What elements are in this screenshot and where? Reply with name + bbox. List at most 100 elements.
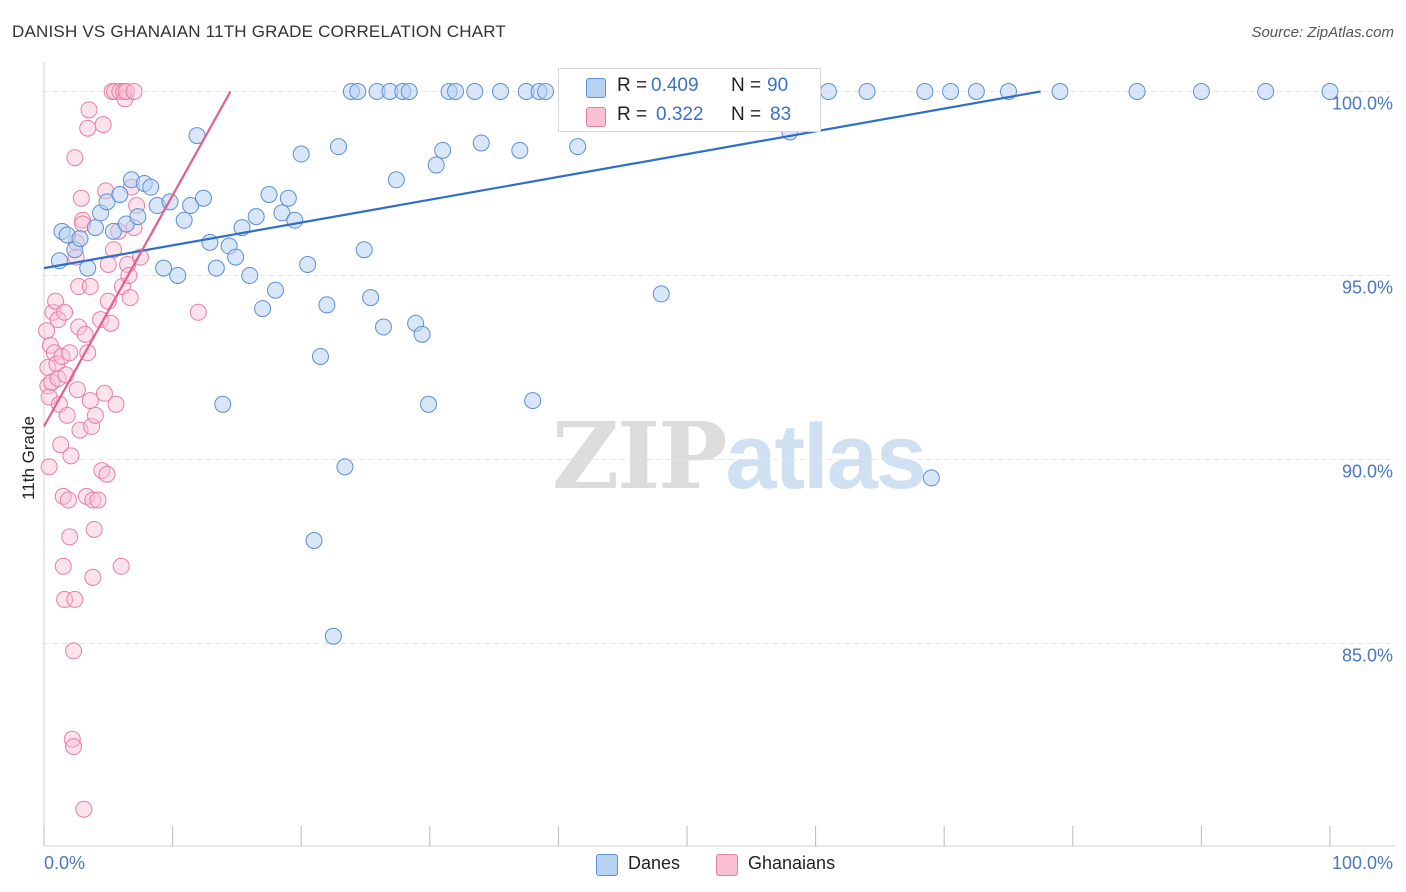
ghanaians-trend-line	[43, 90, 232, 427]
danes-r-value: 0.409	[651, 75, 699, 96]
ghanaians-point	[89, 491, 107, 509]
y-tick-label: 100.0%	[1332, 93, 1393, 113]
ghanaians-point	[112, 557, 130, 575]
danes-legend-label: Danes	[628, 853, 681, 873]
danes-point	[207, 259, 225, 277]
danes-point	[86, 219, 104, 237]
ghanaians-point	[54, 557, 72, 575]
ghanaians-point	[98, 465, 116, 483]
danes-point	[967, 82, 985, 100]
danes-point	[569, 138, 587, 156]
legend-row-ghanaians: R = 0.322 N = 83	[559, 101, 820, 131]
ghanaians-point	[49, 370, 67, 388]
danes-point	[71, 230, 89, 248]
danes-r-label: R =	[617, 75, 648, 96]
danes-point	[214, 395, 232, 413]
danes-point	[175, 211, 193, 229]
ghanaians-point	[61, 344, 79, 362]
axis-labels: 85.0% 90.0% 95.0% 100.0% 0.0% 100.0% 11th Grad…	[19, 93, 1393, 873]
ghanaians-point	[189, 303, 207, 321]
ghanaians-point	[65, 642, 83, 660]
danes-point	[1051, 82, 1069, 100]
ghanaians-r-label: R =	[617, 104, 648, 125]
ghanaians-point	[107, 395, 125, 413]
danes-point	[324, 627, 342, 645]
danes-point	[247, 208, 265, 226]
legend-row-danes: R = 0.409 N = 90	[559, 72, 820, 102]
ghanaians-point	[84, 491, 102, 509]
trend-lines	[43, 90, 1041, 427]
ghanaians-point	[59, 491, 77, 509]
ghanaians-point	[66, 590, 84, 608]
grid-lines	[44, 90, 1395, 645]
axes	[43, 62, 1395, 847]
danes-point	[916, 82, 934, 100]
ghanaians-point	[99, 255, 117, 273]
danes-point	[1321, 82, 1339, 100]
ghanaians-swatch-icon	[586, 107, 606, 127]
danes-point	[819, 82, 837, 100]
ghanaians-point	[121, 289, 139, 307]
ghanaians-point	[68, 381, 86, 399]
danes-point	[492, 82, 510, 100]
danes-point	[194, 189, 212, 207]
ghanaians-point	[84, 568, 102, 586]
danes-point	[104, 222, 122, 240]
y-tick-label: 95.0%	[1342, 277, 1393, 297]
chart-title: DANISH VS GHANAIAN 11TH GRADE CORRELATIO…	[12, 22, 506, 41]
danes-point	[318, 296, 336, 314]
ghanaians-r-value: 0.322	[656, 104, 704, 125]
danes-point	[254, 300, 272, 318]
ghanaians-point	[53, 347, 71, 365]
ghanaians-point	[83, 417, 101, 435]
danes-point	[182, 197, 200, 215]
ghanaians-point	[52, 436, 70, 454]
danes-point	[329, 138, 347, 156]
ghanaians-point	[116, 90, 134, 108]
ghanaians-point	[66, 149, 84, 167]
ghanaians-point	[56, 590, 74, 608]
ghanaians-point	[74, 211, 92, 229]
ghanaians-point	[40, 458, 58, 476]
stats-legend: R = 0.409 N = 90 R = 0.322 N = 83	[558, 68, 821, 132]
danes-point	[387, 171, 405, 189]
bottom-legend-danes: Danes	[596, 852, 706, 876]
danes-point	[98, 193, 116, 211]
ghanaians-point	[79, 119, 97, 137]
danes-point	[142, 178, 160, 196]
danes-point	[169, 266, 187, 284]
danes-point	[413, 325, 431, 343]
ghanaians-point	[70, 278, 88, 296]
danes-n-label: N =	[731, 75, 762, 96]
danes-point	[79, 259, 97, 277]
danes-series	[50, 82, 1339, 645]
danes-point	[400, 82, 418, 100]
danes-point	[466, 82, 484, 100]
bottom-legend-ghanaians: Ghanaians	[716, 852, 856, 876]
danes-point	[260, 186, 278, 204]
danes-legend-icon	[596, 854, 618, 876]
ghanaians-point	[86, 406, 104, 424]
ghanaians-n-label: N =	[731, 104, 762, 125]
danes-point	[434, 141, 452, 159]
danes-point	[241, 266, 259, 284]
danes-point	[1128, 82, 1146, 100]
danes-point	[155, 259, 173, 277]
danes-point	[349, 82, 367, 100]
danes-point	[375, 318, 393, 336]
ghanaians-point	[81, 278, 99, 296]
danes-point	[292, 145, 310, 163]
ghanaians-point	[81, 392, 99, 410]
y-axis-title: 11th Grade	[19, 416, 38, 500]
danes-point	[111, 186, 129, 204]
danes-point	[279, 189, 297, 207]
danes-point	[1257, 82, 1275, 100]
ghanaians-point	[85, 520, 103, 538]
danes-trend-line	[43, 90, 1041, 270]
ghanaians-point	[62, 447, 80, 465]
danes-n-value: 90	[767, 75, 789, 96]
danes-point	[472, 134, 490, 152]
source-label: Source: ZipAtlas.com	[1251, 24, 1394, 41]
danes-point	[537, 82, 555, 100]
ghanaians-point	[65, 738, 83, 756]
